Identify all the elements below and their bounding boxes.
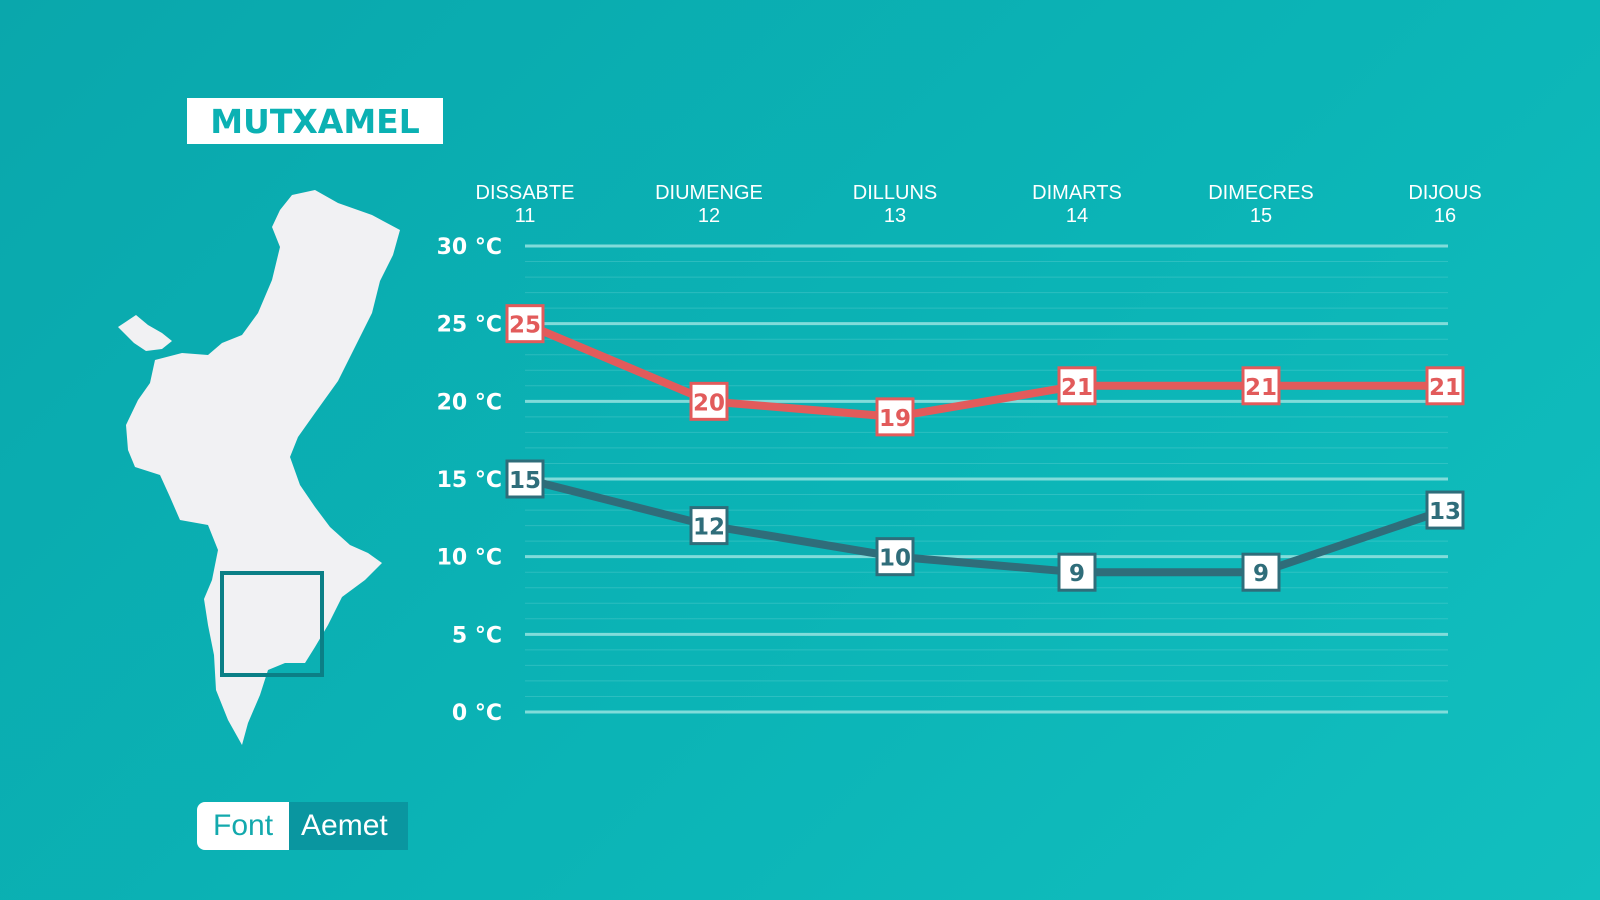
y-tick-label: 5 °C [452, 623, 502, 648]
y-tick-label: 10 °C [437, 546, 502, 571]
island-shape [118, 315, 172, 351]
grid-layer [525, 244, 1448, 714]
min-value-label: 13 [1429, 499, 1461, 525]
min-value-label: 9 [1069, 561, 1085, 587]
day-name-label: DILLUNS [853, 182, 937, 204]
y-tick-label: 0 °C [452, 701, 502, 726]
region-map-shape [126, 190, 400, 745]
source-label: Font [197, 802, 290, 850]
max-value-label: 21 [1245, 375, 1277, 401]
min-value-box [505, 459, 545, 499]
max-value-box [505, 304, 545, 344]
day-date-label: 13 [884, 205, 906, 227]
location-title-box: MUTXAMEL [187, 98, 443, 144]
max-value-label: 19 [879, 406, 911, 432]
day-name-label: DIUMENGE [655, 182, 763, 204]
day-name-label: DIMARTS [1032, 182, 1122, 204]
day-name-label: DISSABTE [476, 182, 575, 204]
max-temperature-line [521, 319, 1449, 421]
min-value-box [1425, 490, 1465, 530]
max-value-label: 21 [1429, 375, 1461, 401]
location-highlight-box [220, 571, 324, 677]
day-name-label: DIMECRES [1208, 182, 1314, 204]
min-value-label: 12 [693, 515, 725, 541]
max-value-label: 20 [693, 390, 725, 416]
y-tick-label: 30 °C [437, 235, 502, 260]
min-value-box [875, 537, 915, 577]
day-date-label: 11 [515, 205, 536, 227]
series-layer: 25 20 19 21 21 21 15 12 10 9 9 13 [505, 304, 1465, 592]
y-tick-label: 20 °C [437, 390, 502, 415]
max-value-box [1057, 366, 1097, 406]
min-value-box [689, 506, 729, 546]
day-date-label: 16 [1434, 205, 1456, 227]
min-value-label: 9 [1253, 561, 1269, 587]
max-value-box [689, 381, 729, 421]
source-badge: Font Aemet [197, 802, 408, 850]
max-value-label: 21 [1061, 375, 1093, 401]
y-tick-labels: 0 °C 5 °C 10 °C 15 °C 20 °C 25 °C 30 °C [437, 235, 502, 726]
max-value-box [875, 397, 915, 437]
max-value-box [1241, 366, 1281, 406]
day-date-label: 15 [1250, 205, 1272, 227]
region-map [118, 190, 400, 745]
day-name-label: DIJOUS [1408, 182, 1481, 204]
max-value-box [1425, 366, 1465, 406]
day-date-label: 12 [698, 205, 720, 227]
min-value-label: 15 [509, 468, 541, 494]
min-value-label: 10 [879, 546, 911, 572]
source-value: Aemet [289, 802, 408, 850]
day-date-label: 14 [1066, 205, 1088, 227]
min-value-box [1057, 552, 1097, 592]
max-value-label: 25 [509, 313, 541, 339]
min-value-box [1241, 552, 1281, 592]
location-title: MUTXAMEL [210, 101, 420, 141]
y-tick-label: 25 °C [437, 313, 502, 338]
min-temperature-line [521, 475, 1449, 577]
y-tick-label: 15 °C [437, 468, 502, 493]
